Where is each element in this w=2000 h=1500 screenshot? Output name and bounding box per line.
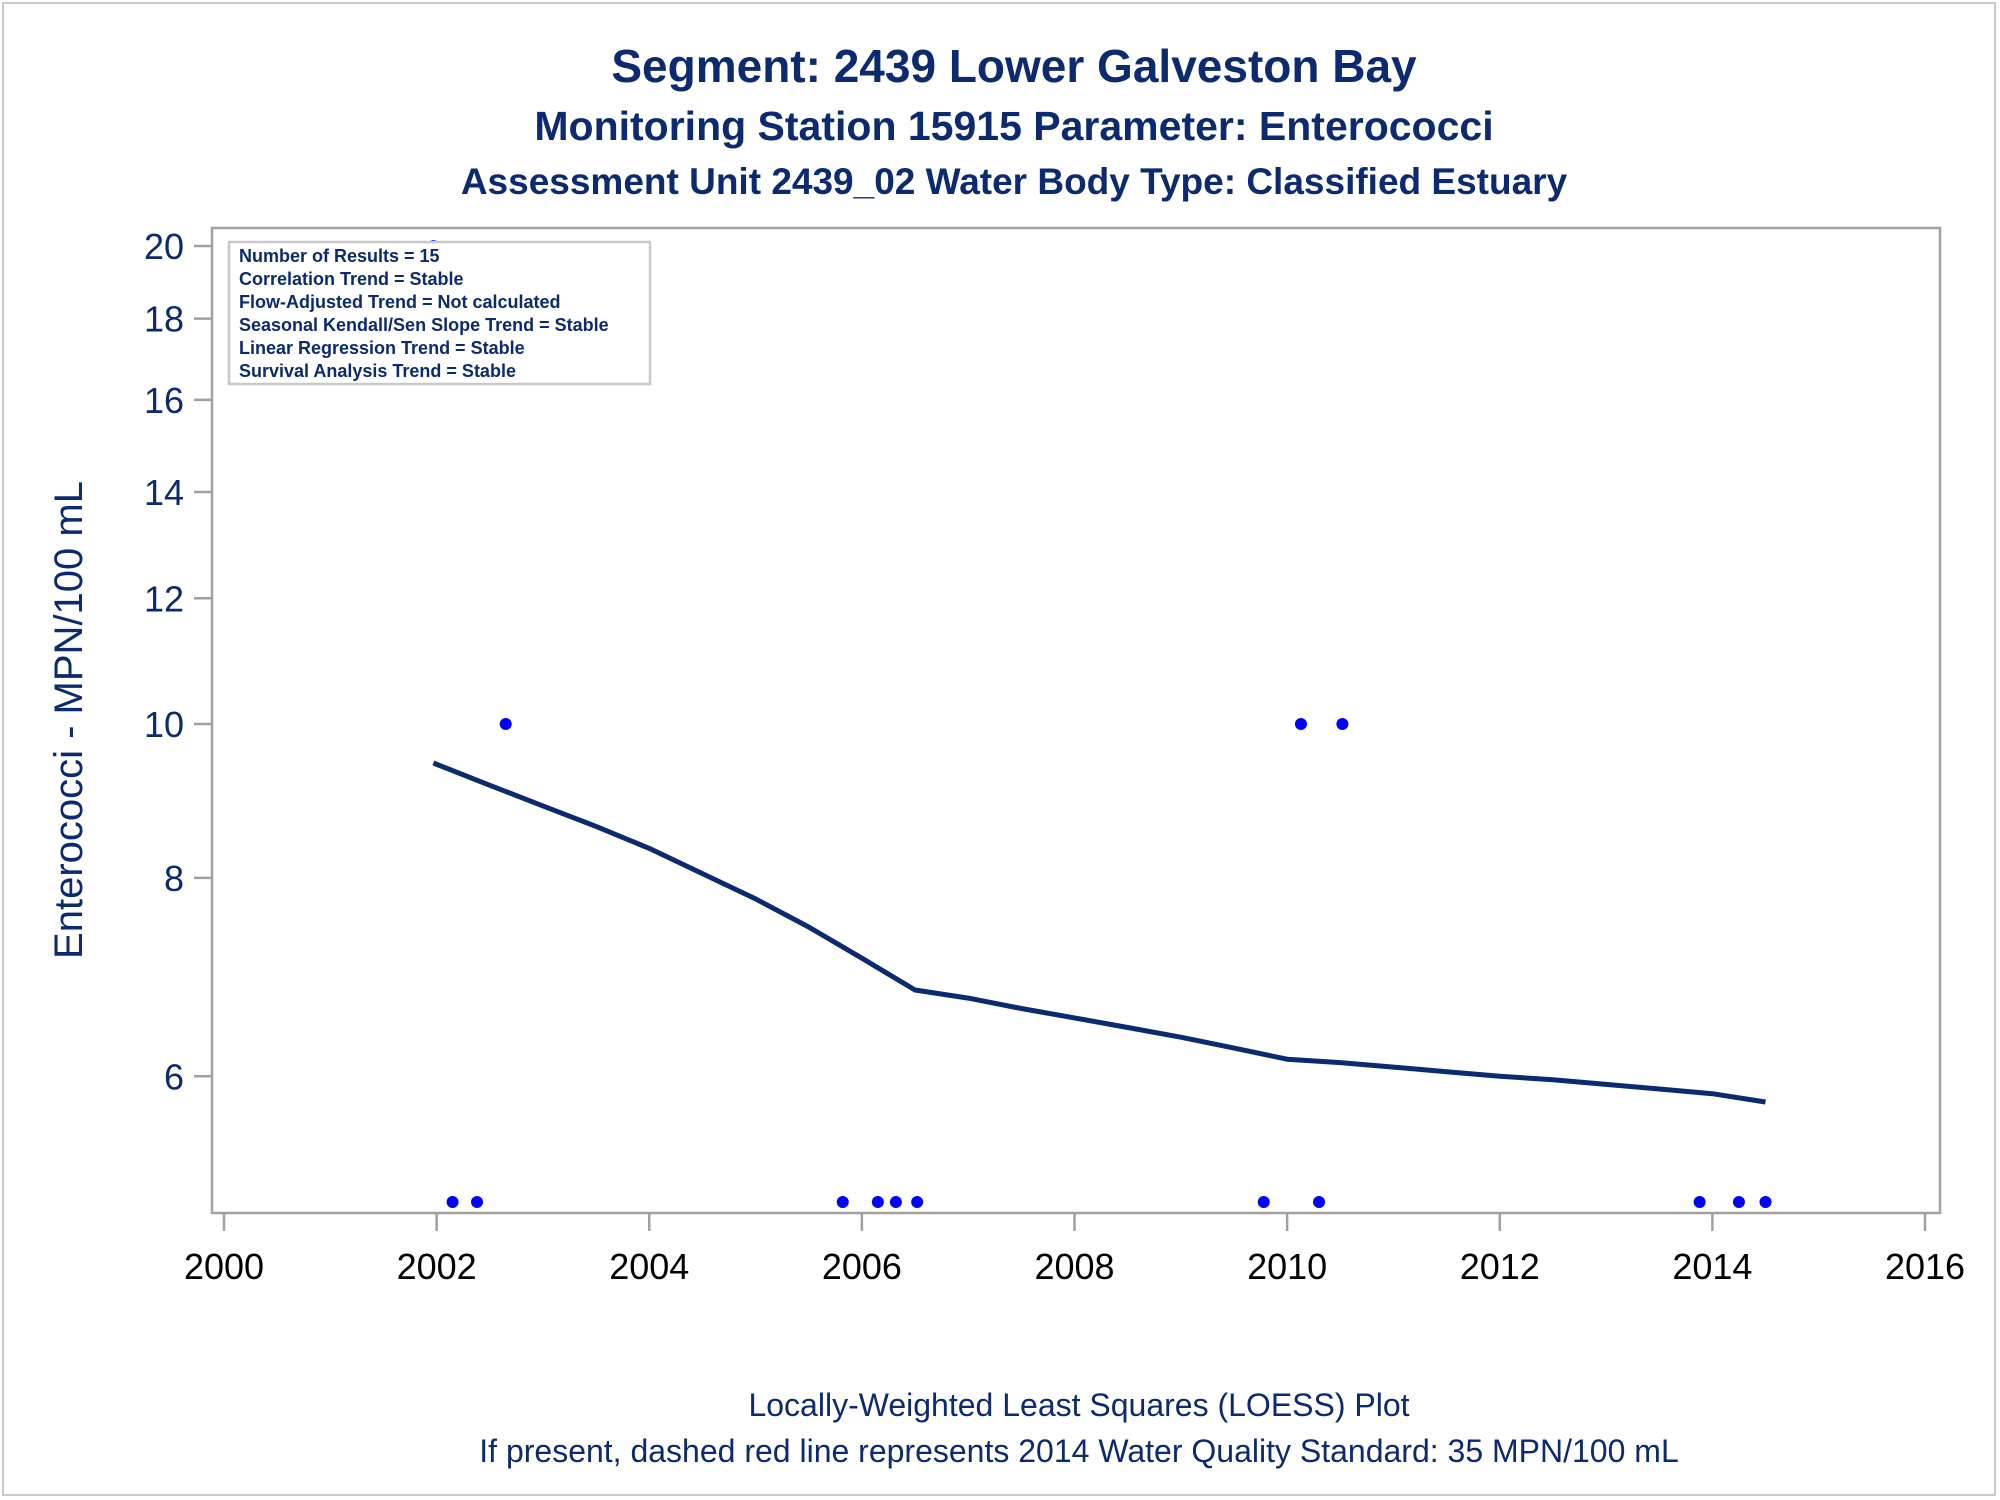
data-point-11 xyxy=(1313,1196,1326,1208)
stats-number-of-results: Number of Results = 15 xyxy=(239,246,440,266)
data-point-14 xyxy=(1732,1196,1745,1208)
stats-survival-analysis-trend: Survival Analysis Trend = Stable xyxy=(239,361,516,381)
x-axis: 2000 2002 2004 2006 2008 2010 2012 2014 2016 xyxy=(184,1213,1965,1287)
y-tick-label-12: 12 xyxy=(144,578,184,619)
data-point-3 xyxy=(471,1196,484,1208)
data-point-4 xyxy=(499,718,512,730)
data-point-5 xyxy=(836,1196,849,1208)
y-tick-label-16: 16 xyxy=(144,380,184,421)
stats-seasonal-kendall-trend: Seasonal Kendall/Sen Slope Trend = Stabl… xyxy=(239,315,609,335)
footnote-loess: Locally-Weighted Least Squares (LOESS) P… xyxy=(748,1387,1409,1423)
data-point-9 xyxy=(1257,1196,1270,1208)
chart-subtitle-station: Monitoring Station 15915 Parameter: Ente… xyxy=(534,103,1493,149)
plot-area xyxy=(210,226,1942,1215)
x-tick-label-2016: 2016 xyxy=(1885,1246,1965,1287)
chart-svg: Segment: 2439 Lower Galveston Bay Monito… xyxy=(47,40,1965,1469)
stats-flow-adjusted-trend: Flow-Adjusted Trend = Not calculated xyxy=(239,292,561,312)
stats-linear-regression-trend: Linear Regression Trend = Stable xyxy=(239,338,525,358)
footnote-water-quality-standard: If present, dashed red line represents 2… xyxy=(479,1433,1678,1469)
chart-subtitle-assessment: Assessment Unit 2439_02 Water Body Type:… xyxy=(461,161,1568,202)
stats-correlation-trend: Correlation Trend = Stable xyxy=(239,269,464,289)
data-point-12 xyxy=(1336,718,1349,730)
chart-title: Segment: 2439 Lower Galveston Bay xyxy=(611,40,1417,92)
x-tick-label-2014: 2014 xyxy=(1672,1246,1752,1287)
loess-line xyxy=(432,760,1766,1105)
data-points xyxy=(427,240,1772,1208)
y-tick-label-10: 10 xyxy=(144,704,184,745)
y-axis: 6 8 10 12 14 16 18 20 xyxy=(144,226,212,1097)
data-point-13 xyxy=(1693,1196,1706,1208)
x-tick-label-2002: 2002 xyxy=(397,1246,477,1287)
x-tick-label-2006: 2006 xyxy=(822,1246,902,1287)
data-point-8 xyxy=(911,1196,924,1208)
data-point-6 xyxy=(871,1196,884,1208)
data-point-15 xyxy=(1759,1196,1772,1208)
y-tick-label-6: 6 xyxy=(164,1056,184,1097)
data-point-7 xyxy=(889,1196,902,1208)
data-point-2 xyxy=(446,1196,459,1208)
stats-box: Number of Results = 15 Correlation Trend… xyxy=(227,240,652,386)
x-tick-label-2012: 2012 xyxy=(1460,1246,1540,1287)
y-tick-label-14: 14 xyxy=(144,472,184,513)
x-tick-label-2008: 2008 xyxy=(1034,1246,1114,1287)
x-tick-label-2004: 2004 xyxy=(609,1246,689,1287)
x-tick-label-2000: 2000 xyxy=(184,1246,264,1287)
data-point-10 xyxy=(1294,718,1307,730)
y-axis-label: Enterococci - MPN/100 mL xyxy=(47,481,91,959)
x-tick-label-2010: 2010 xyxy=(1247,1246,1327,1287)
y-tick-label-8: 8 xyxy=(164,858,184,899)
y-tick-label-18: 18 xyxy=(144,299,184,340)
y-tick-label-20: 20 xyxy=(144,226,184,267)
stats-box-border xyxy=(227,240,652,386)
